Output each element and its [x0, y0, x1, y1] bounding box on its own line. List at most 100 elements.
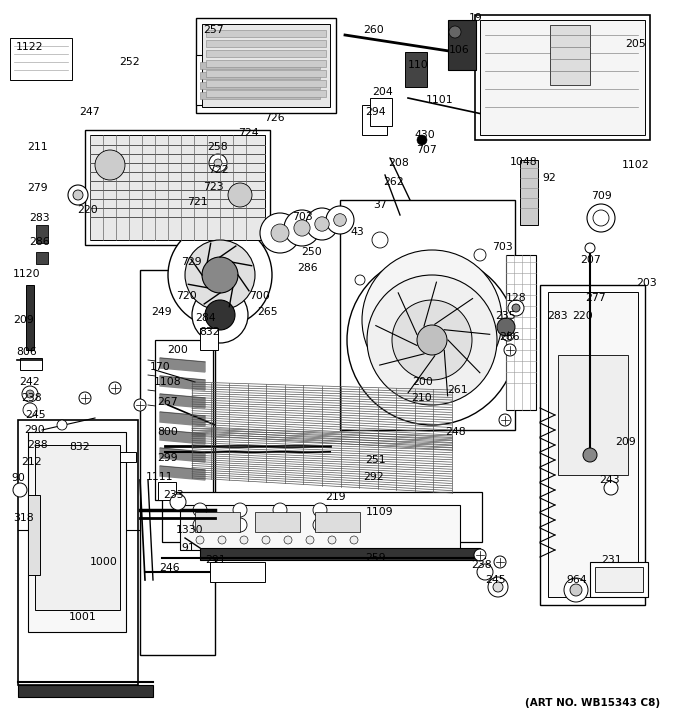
Circle shape — [474, 549, 486, 561]
Text: 251: 251 — [364, 455, 386, 465]
Text: 90: 90 — [11, 473, 25, 483]
Text: 1048: 1048 — [510, 157, 538, 167]
Text: 220: 220 — [78, 205, 99, 215]
Bar — [206, 80, 326, 87]
Circle shape — [499, 414, 511, 426]
Bar — [36, 252, 48, 264]
Circle shape — [23, 403, 37, 417]
Bar — [595, 567, 643, 592]
Circle shape — [497, 318, 515, 336]
Circle shape — [284, 536, 292, 544]
Text: 1122: 1122 — [16, 42, 44, 52]
Circle shape — [306, 536, 314, 544]
Circle shape — [313, 503, 327, 517]
Bar — [196, 18, 336, 113]
Text: 283: 283 — [30, 213, 50, 223]
Bar — [206, 30, 326, 37]
Circle shape — [260, 213, 300, 253]
Text: 248: 248 — [445, 427, 465, 437]
Circle shape — [22, 386, 38, 402]
Circle shape — [313, 518, 327, 532]
Circle shape — [604, 481, 618, 495]
Text: 128: 128 — [506, 293, 526, 303]
Text: 277: 277 — [585, 293, 607, 303]
Circle shape — [449, 26, 461, 38]
Text: 209: 209 — [14, 315, 35, 325]
Bar — [76, 452, 136, 462]
Circle shape — [170, 494, 186, 510]
Text: 800: 800 — [158, 427, 178, 437]
Text: 1109: 1109 — [367, 507, 394, 517]
Text: 204: 204 — [373, 87, 393, 97]
Circle shape — [57, 420, 67, 430]
Circle shape — [273, 518, 287, 532]
Circle shape — [73, 190, 83, 200]
Text: 205: 205 — [626, 39, 647, 49]
Circle shape — [508, 300, 524, 316]
Circle shape — [593, 210, 609, 226]
Bar — [36, 225, 48, 243]
Bar — [90, 135, 265, 240]
Circle shape — [273, 503, 287, 517]
Text: 286: 286 — [30, 237, 50, 247]
Circle shape — [334, 214, 346, 227]
Text: 249: 249 — [152, 307, 172, 317]
Text: 430: 430 — [415, 130, 435, 140]
Bar — [206, 40, 326, 47]
Text: 703: 703 — [292, 212, 312, 222]
Text: 110: 110 — [407, 60, 428, 70]
Bar — [255, 512, 300, 532]
Text: 238: 238 — [472, 560, 492, 570]
Text: 1101: 1101 — [426, 95, 454, 105]
Text: 235: 235 — [496, 311, 516, 321]
Text: 200: 200 — [413, 377, 433, 387]
Bar — [558, 355, 628, 475]
Circle shape — [271, 224, 289, 242]
Bar — [202, 24, 330, 107]
Text: 1001: 1001 — [69, 612, 97, 622]
Circle shape — [284, 210, 320, 246]
Text: 257: 257 — [203, 25, 223, 35]
Circle shape — [564, 578, 588, 602]
Text: 720: 720 — [175, 291, 197, 301]
Bar — [448, 20, 476, 70]
Text: 832: 832 — [69, 442, 90, 452]
Bar — [28, 432, 126, 632]
Text: 242: 242 — [18, 377, 39, 387]
Text: 258: 258 — [207, 142, 228, 152]
Bar — [200, 548, 480, 560]
Text: 1111: 1111 — [146, 472, 174, 482]
Circle shape — [228, 183, 252, 207]
Text: 286: 286 — [500, 332, 520, 342]
Text: 707: 707 — [415, 145, 437, 155]
Bar — [362, 105, 387, 135]
Text: 209: 209 — [615, 437, 636, 447]
Text: 299: 299 — [158, 453, 178, 463]
Polygon shape — [160, 358, 205, 372]
Bar — [158, 482, 176, 500]
Circle shape — [417, 135, 427, 145]
Bar — [206, 60, 326, 67]
Circle shape — [214, 159, 222, 167]
Text: 252: 252 — [120, 57, 140, 67]
Circle shape — [209, 154, 227, 172]
Text: 806: 806 — [16, 347, 37, 357]
Text: 286: 286 — [298, 263, 318, 273]
Circle shape — [494, 556, 506, 568]
Text: 91: 91 — [181, 543, 195, 553]
Circle shape — [328, 536, 336, 544]
Text: 233: 233 — [164, 490, 184, 500]
Text: 238: 238 — [22, 393, 42, 403]
Circle shape — [504, 344, 516, 356]
Bar — [20, 358, 42, 370]
Text: 1108: 1108 — [154, 377, 182, 387]
Text: 267: 267 — [158, 397, 178, 407]
Text: 246: 246 — [160, 563, 180, 573]
Text: 220: 220 — [573, 311, 594, 321]
Circle shape — [26, 390, 34, 398]
Text: 292: 292 — [362, 472, 384, 482]
Bar — [405, 52, 427, 87]
Text: 832: 832 — [200, 327, 220, 337]
Circle shape — [262, 536, 270, 544]
Bar — [28, 495, 40, 575]
